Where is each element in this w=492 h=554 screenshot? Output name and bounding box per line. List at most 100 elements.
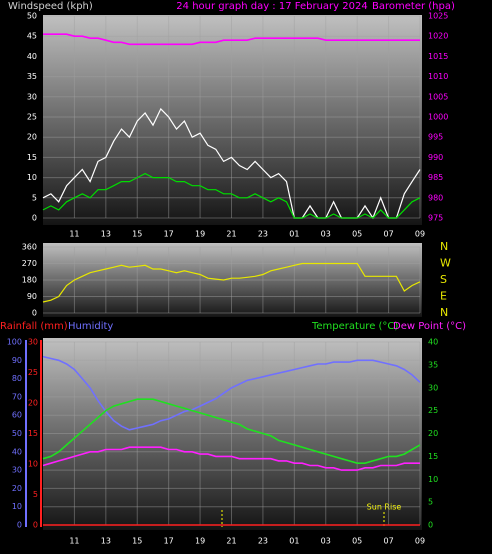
- series-line: [42, 172, 421, 219]
- y-tick-label: 20: [27, 133, 37, 142]
- x-tick-label: 21: [226, 230, 236, 239]
- x-tick-label: 09: [415, 230, 425, 239]
- x-tick-label: 23: [258, 537, 268, 546]
- x-tick-label: 01: [289, 537, 299, 546]
- x-tick-label: 03: [321, 230, 331, 239]
- x-tick-label: 11: [69, 230, 79, 239]
- y-tick-label: 180: [22, 276, 37, 285]
- y-tick-label: 0: [32, 214, 37, 223]
- y2-tick-label: 1000: [428, 113, 448, 122]
- y2-tick-label: 15: [428, 452, 438, 461]
- legend-rain: Rainfall (mm): [0, 321, 68, 332]
- x-tick-label: 07: [383, 230, 393, 239]
- x-tick-label: 05: [352, 230, 362, 239]
- y2-tick-label: W: [440, 257, 451, 270]
- y2-tick-label: 980: [428, 193, 443, 202]
- x-tick-label: 15: [132, 230, 142, 239]
- y2-tick-label: 1005: [428, 92, 448, 101]
- legend-dewpoint: Dew Point (°C): [393, 321, 466, 332]
- x-tick-label: 11: [69, 537, 79, 546]
- y2-tick-label: N: [440, 240, 448, 253]
- y2-tick-label: 1015: [428, 52, 448, 61]
- series-line: [42, 262, 421, 303]
- y-tick-label: 60: [12, 411, 22, 420]
- barometer-label: Barometer (hpa): [372, 1, 455, 12]
- y2-tick-label: 35: [428, 360, 438, 369]
- series-line: [43, 33, 420, 46]
- y2-tick-label: 10: [428, 475, 438, 484]
- y-tick-label: 90: [27, 292, 37, 301]
- direction-panel: [43, 243, 422, 317]
- x-tick-label: 07: [383, 537, 393, 546]
- y2-tick-label: 0: [428, 521, 433, 530]
- y2-tick-label: 985: [428, 173, 443, 182]
- y2-tick-label: 1010: [428, 72, 448, 81]
- y3-tick-label: 5: [33, 490, 38, 499]
- x-tick-label: 17: [164, 230, 174, 239]
- y-tick-label: 40: [27, 52, 37, 61]
- y2-tick-label: N: [440, 306, 448, 319]
- chart-title: 24 hour graph day : 17 February 2024: [176, 1, 367, 12]
- y3-tick-label: 30: [28, 338, 38, 347]
- climate-panel: [43, 338, 422, 530]
- x-tick-label: 05: [352, 537, 362, 546]
- x-tick-label: 19: [195, 230, 205, 239]
- y-tick-label: 50: [12, 429, 22, 438]
- legend-temperature: Temperature (°C): [311, 321, 398, 332]
- x-tick-label: 09: [415, 537, 425, 546]
- y2-tick-label: 975: [428, 214, 443, 223]
- y3-tick-label: 10: [28, 460, 38, 469]
- y-tick-label: 20: [12, 484, 22, 493]
- y2-tick-label: 995: [428, 133, 443, 142]
- x-tick-label: 23: [258, 230, 268, 239]
- y-tick-label: 0: [17, 521, 22, 530]
- y-tick-label: 50: [27, 12, 37, 21]
- y2-tick-label: S: [440, 273, 447, 286]
- legend-humidity: Humidity: [68, 321, 113, 332]
- y-tick-label: 80: [12, 374, 22, 383]
- y3-tick-label: 15: [28, 429, 38, 438]
- y-tick-label: 70: [12, 392, 22, 401]
- annotation: Sun Rise: [367, 503, 402, 512]
- x-tick-label: 21: [226, 537, 236, 546]
- x-tick-label: 01: [289, 230, 299, 239]
- y-tick-label: 5: [32, 193, 37, 202]
- y2-tick-label: E: [440, 290, 447, 303]
- x-tick-label: 19: [195, 537, 205, 546]
- wind-panel: [43, 15, 422, 225]
- x-tick-label: 13: [101, 230, 111, 239]
- y3-tick-label: 0: [33, 521, 38, 530]
- y-tick-label: 360: [22, 243, 37, 252]
- y2-tick-label: 990: [428, 153, 443, 162]
- y-tick-label: 0: [32, 309, 37, 318]
- x-tick-label: 03: [321, 537, 331, 546]
- y-tick-label: 30: [27, 92, 37, 101]
- x-tick-label: 17: [164, 537, 174, 546]
- y2-tick-label: 40: [428, 338, 438, 347]
- y2-tick-label: 25: [428, 406, 438, 415]
- y2-tick-label: 30: [428, 383, 438, 392]
- y2-tick-label: 20: [428, 429, 438, 438]
- y2-tick-label: 1025: [428, 12, 448, 21]
- y-tick-label: 15: [27, 153, 37, 162]
- y-tick-label: 10: [12, 502, 22, 511]
- y-tick-label: 40: [12, 447, 22, 456]
- y2-tick-label: 5: [428, 498, 433, 507]
- y-tick-label: 25: [27, 113, 37, 122]
- x-tick-label: 13: [101, 537, 111, 546]
- y-tick-label: 90: [12, 356, 22, 365]
- y3-tick-label: 20: [28, 399, 38, 408]
- y2-tick-label: 1020: [428, 32, 448, 41]
- x-tick-label: 15: [132, 537, 142, 546]
- series-line: [42, 446, 420, 471]
- wind-label: Windspeed (kph): [8, 1, 93, 12]
- y-tick-label: 30: [12, 466, 22, 475]
- y3-tick-label: 25: [28, 368, 38, 377]
- y-tick-label: 10: [27, 173, 37, 182]
- y-tick-label: 35: [27, 72, 37, 81]
- series-line: [42, 398, 421, 464]
- y-tick-label: 45: [27, 32, 37, 41]
- y-tick-label: 270: [22, 259, 37, 268]
- y-tick-label: 100: [7, 338, 22, 347]
